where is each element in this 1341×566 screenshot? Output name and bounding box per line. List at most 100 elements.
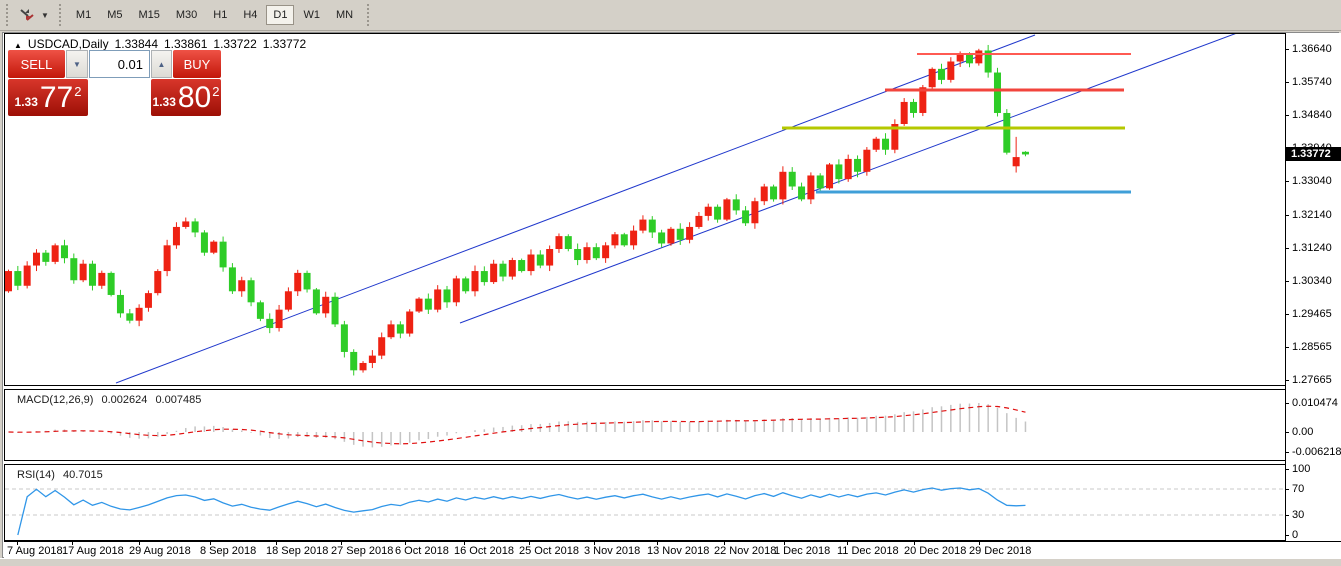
date-axis-label: 3 Nov 2018: [584, 545, 641, 557]
scale-tick: [1285, 49, 1289, 50]
scale-tick: [1285, 181, 1289, 182]
date-tick: [847, 541, 848, 545]
rsi-axis-label: 30: [1292, 509, 1305, 521]
rsi-pane[interactable]: RSI(14) 40.7015: [4, 464, 1286, 541]
timeframe-button-h1[interactable]: H1: [213, 9, 228, 21]
ohlc-high: 1.33861: [164, 37, 208, 51]
date-tick: [464, 541, 465, 545]
sell-price-panel[interactable]: 1.33 77 2: [8, 79, 88, 116]
date-tick: [139, 541, 140, 545]
timeframe-button-m15[interactable]: M15: [138, 9, 160, 21]
timeframe-button-mn[interactable]: MN: [335, 9, 354, 21]
timeframe-button-w1[interactable]: W1: [303, 9, 320, 21]
macd-pane[interactable]: MACD(12,26,9) 0.002624 0.007485: [4, 389, 1286, 461]
date-axis-label: 27 Sep 2018: [331, 545, 394, 557]
buy-price-pipette: 2: [212, 84, 220, 99]
date-tick: [657, 541, 658, 545]
buy-price-prefix: 1.33: [152, 95, 176, 109]
scale-tick: [1285, 82, 1289, 83]
date-tick: [594, 541, 595, 545]
rsi-label: RSI(14) 40.7015: [17, 469, 103, 481]
one-click-trading-panel: SELL ▼ ▲ BUY 1.33 77 2 1.33 80 2: [8, 50, 221, 116]
ohlc-close: 1.33772: [262, 37, 307, 51]
scale-tick: [1285, 347, 1289, 348]
chevron-down-icon[interactable]: ▼: [41, 10, 49, 20]
chart-arrows-icon[interactable]: [15, 4, 41, 26]
date-axis-label: 29 Aug 2018: [129, 545, 191, 557]
status-strip: [0, 558, 1341, 566]
rsi-axis-label: 0: [1292, 529, 1299, 541]
price-axis-label: 1.33040: [1292, 175, 1332, 187]
date-tick: [784, 541, 785, 545]
ohlc-open: 1.33844: [114, 37, 158, 51]
scale-tick: [1285, 115, 1289, 116]
date-tick: [72, 541, 73, 545]
date-tick: [341, 541, 342, 545]
date-axis-label: 29 Dec 2018: [969, 545, 1032, 557]
sell-button[interactable]: SELL: [8, 50, 65, 78]
lot-decrease-button[interactable]: ▼: [66, 50, 88, 78]
date-axis-label: 11 Dec 2018: [837, 545, 899, 557]
scale-tick: [1285, 314, 1289, 315]
ohlc-low: 1.33722: [213, 37, 257, 51]
buy-button[interactable]: BUY: [173, 50, 221, 78]
date-axis-label: 7 Aug 2018: [7, 545, 63, 557]
timeframe-button-h4[interactable]: H4: [243, 9, 258, 21]
timeframe-button-m1[interactable]: M1: [75, 9, 92, 21]
price-axis-label: 1.29465: [1292, 308, 1332, 320]
scale-tick: [1285, 452, 1289, 453]
scale-tick: [1285, 432, 1289, 433]
price-axis-label: 1.27665: [1292, 374, 1332, 386]
date-scale[interactable]: [4, 541, 1341, 558]
timeframe-button-m30[interactable]: M30: [175, 9, 198, 21]
date-tick: [979, 541, 980, 545]
lot-size-input[interactable]: [89, 50, 150, 78]
timeframe-button-m5[interactable]: M5: [107, 9, 123, 21]
date-axis-label: 22 Nov 2018: [714, 545, 777, 557]
date-axis-label: 8 Sep 2018: [200, 545, 257, 557]
scale-tick: [1285, 403, 1289, 404]
date-axis-label: 16 Oct 2018: [454, 545, 514, 557]
sell-price-digits: 77: [39, 81, 74, 114]
scale-tick: [1285, 535, 1289, 536]
toolbar-grip[interactable]: [367, 4, 370, 26]
price-axis-label: 1.28565: [1292, 341, 1332, 353]
lot-increase-button[interactable]: ▲: [151, 50, 172, 78]
scale-tick: [1285, 248, 1289, 249]
scale-tick: [1285, 489, 1289, 490]
macd-axis-label: 0.00: [1292, 426, 1314, 438]
toolbar-grip[interactable]: [58, 4, 62, 26]
date-tick: [405, 541, 406, 545]
triangle-up-icon[interactable]: ▲: [14, 41, 22, 50]
price-axis-label: 1.31240: [1292, 242, 1332, 254]
date-axis-label: 17 Aug 2018: [62, 545, 124, 557]
date-tick: [914, 541, 915, 545]
timeframe-bar: M1 M5 M15 M30 H1 H4 D1 W1 MN: [68, 5, 361, 25]
scale-tick: [1285, 380, 1289, 381]
scale-tick: [1285, 281, 1289, 282]
date-tick: [529, 541, 530, 545]
price-axis-label: 1.30340: [1292, 275, 1332, 287]
sell-price-prefix: 1.33: [14, 95, 38, 109]
date-axis-label: 13 Nov 2018: [647, 545, 710, 557]
price-axis-label: 1.32140: [1292, 209, 1332, 221]
scale-tick: [1285, 515, 1289, 516]
date-axis-label: 20 Dec 2018: [904, 545, 967, 557]
buy-price-panel[interactable]: 1.33 80 2: [151, 79, 221, 116]
lot-size-field-wrap: [89, 50, 150, 78]
date-tick: [276, 541, 277, 545]
macd-axis-label: -0.006218: [1292, 446, 1341, 458]
price-axis-label: 1.34840: [1292, 109, 1332, 121]
toolbar-grip[interactable]: [6, 4, 9, 26]
scale-tick: [1285, 215, 1289, 216]
rsi-axis-label: 70: [1292, 483, 1305, 495]
timeframe-button-d1[interactable]: D1: [266, 5, 295, 25]
price-axis-label: 1.36640: [1292, 43, 1332, 55]
price-axis-label: 1.35740: [1292, 76, 1332, 88]
chart-title: ▲ USDCAD,Daily 1.33844 1.33861 1.33722 1.3377…: [14, 37, 306, 51]
rsi-axis-label: 100: [1292, 463, 1311, 475]
macd-label: MACD(12,26,9) 0.002624 0.007485: [17, 394, 202, 406]
date-axis-label: 25 Oct 2018: [519, 545, 579, 557]
price-scale[interactable]: [1285, 33, 1341, 541]
buy-price-digits: 80: [177, 81, 212, 114]
